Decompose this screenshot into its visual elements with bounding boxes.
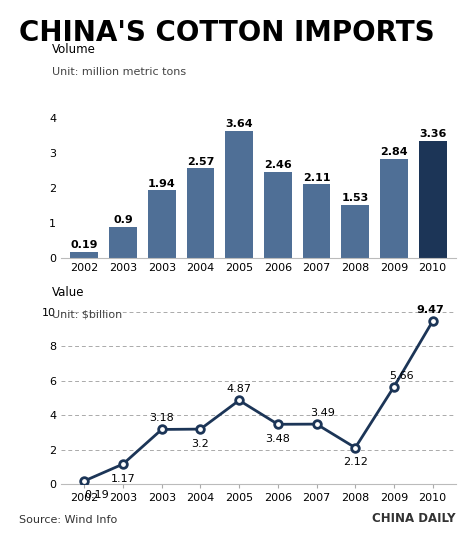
Bar — [148, 190, 176, 258]
Text: 1.94: 1.94 — [148, 179, 176, 189]
Text: 2.12: 2.12 — [343, 457, 368, 467]
Text: 0.9: 0.9 — [113, 215, 133, 225]
Text: Unit: $billion: Unit: $billion — [52, 309, 122, 320]
Text: Source: Wind Info: Source: Wind Info — [19, 514, 117, 525]
Text: CHINA DAILY: CHINA DAILY — [372, 512, 456, 525]
Text: 9.47: 9.47 — [416, 305, 444, 315]
Bar — [225, 131, 253, 258]
Text: Volume: Volume — [52, 44, 95, 56]
Text: 3.64: 3.64 — [225, 119, 253, 129]
Bar — [264, 172, 292, 258]
Text: 2.84: 2.84 — [380, 147, 408, 157]
Text: Unit: million metric tons: Unit: million metric tons — [52, 67, 186, 77]
Text: 0.19: 0.19 — [84, 491, 109, 500]
Text: 3.36: 3.36 — [419, 129, 446, 139]
Bar — [303, 185, 330, 258]
Text: 4.87: 4.87 — [227, 384, 251, 394]
Text: 3.2: 3.2 — [192, 438, 209, 449]
Text: 5.66: 5.66 — [390, 371, 414, 381]
Bar — [70, 252, 98, 258]
Text: 2.57: 2.57 — [187, 157, 214, 167]
Text: 3.18: 3.18 — [149, 413, 174, 423]
Bar — [187, 168, 214, 258]
Text: 1.53: 1.53 — [342, 193, 369, 203]
Text: 2.11: 2.11 — [303, 173, 330, 183]
Text: Value: Value — [52, 286, 84, 299]
Text: 1.17: 1.17 — [110, 473, 135, 484]
Text: 0.19: 0.19 — [70, 240, 98, 250]
Bar — [419, 141, 446, 258]
Text: CHINA'S COTTON IMPORTS: CHINA'S COTTON IMPORTS — [19, 19, 434, 47]
Text: 3.49: 3.49 — [310, 408, 335, 418]
Bar — [109, 227, 137, 258]
Bar — [380, 159, 408, 258]
Text: 3.48: 3.48 — [266, 434, 290, 444]
Bar — [341, 205, 369, 258]
Text: 2.46: 2.46 — [264, 160, 292, 171]
